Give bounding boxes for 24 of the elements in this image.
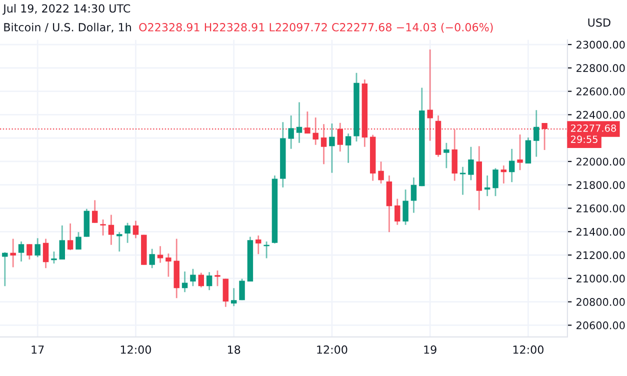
y-tick-label: 22000.00 <box>576 158 625 166</box>
y-tick-label: 22400.00 <box>576 110 625 119</box>
x-tick-label: 19 <box>424 345 436 354</box>
x-tick-label: 18 <box>228 345 240 354</box>
y-tick-label: 23000.00 <box>576 40 625 49</box>
x-tick-label: 12:00 <box>513 345 544 354</box>
y-tick-label: 22600.00 <box>576 88 625 96</box>
ref-line-label: 22277.68 <box>570 124 616 132</box>
y-tick-label: 20600.00 <box>576 321 625 330</box>
y-tick-label: 21000.00 <box>576 274 625 283</box>
chart-subtitle: Jul 19, 2022 14:30 UTC <box>2 4 130 15</box>
y-axis-title: USD <box>588 18 610 27</box>
text: O22328.91 H22328.91 L22097.72 C22277.68 −14.03 (−0.06%) <box>139 22 493 33</box>
y-tick-label: 22800.00 <box>576 64 625 72</box>
y-tick-label: 21600.00 <box>576 204 625 212</box>
x-tick-label: 12:00 <box>120 345 151 354</box>
y-tick-label: 21400.00 <box>576 228 625 236</box>
y-tick-label: 21200.00 <box>576 251 625 260</box>
x-tick-label: 12:00 <box>317 345 348 354</box>
y-tick-label: 21800.00 <box>576 181 625 189</box>
y-tick-label: 20800.00 <box>576 298 625 306</box>
text: 29:55 <box>570 136 598 143</box>
chart-title: Bitcoin / U.S. Dollar, 1h <box>4 22 131 33</box>
x-tick-label: 17 <box>32 346 44 354</box>
